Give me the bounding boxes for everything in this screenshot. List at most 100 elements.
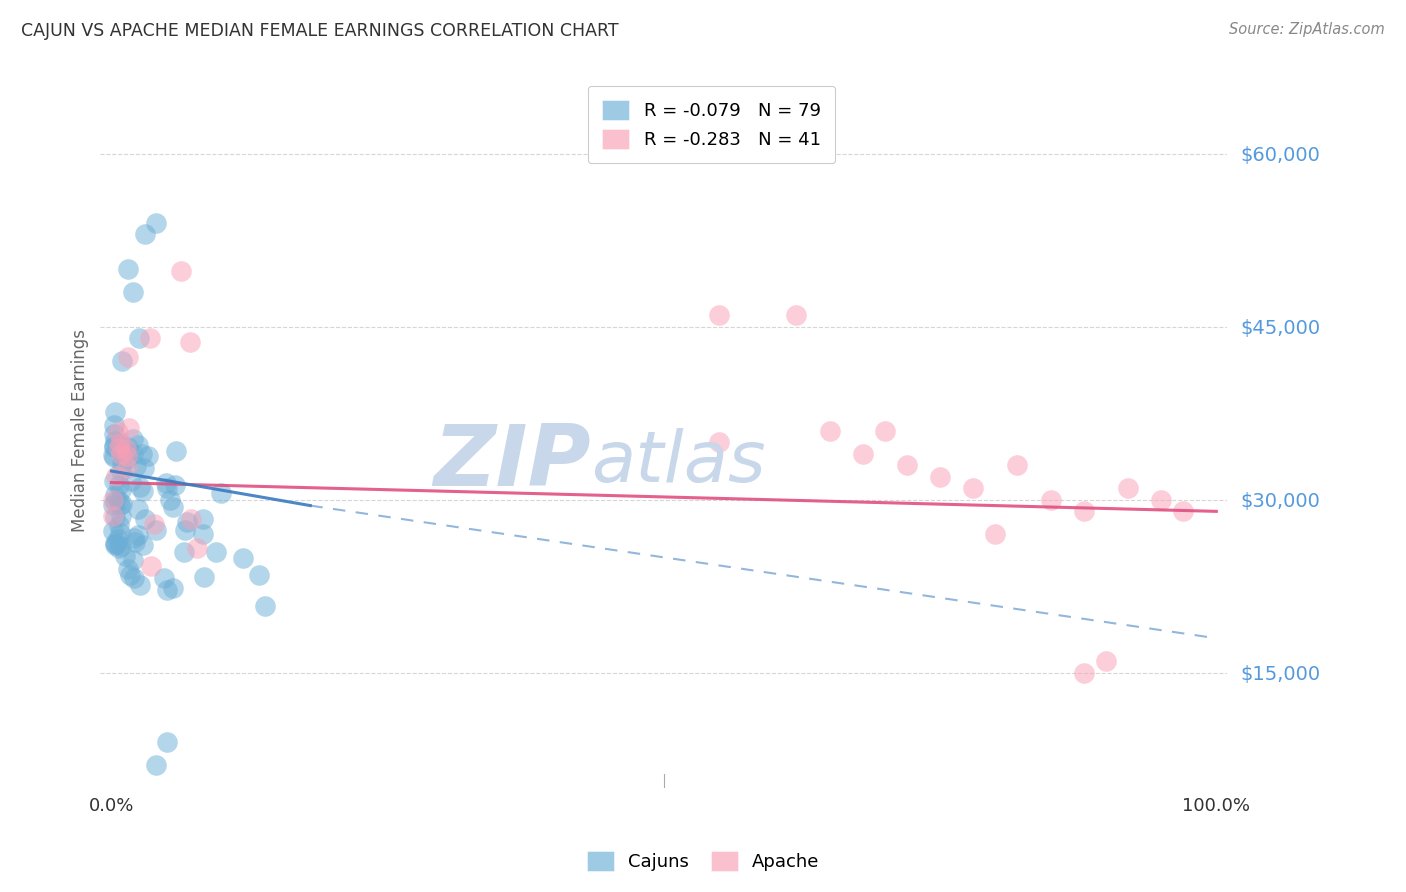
Point bbox=[107, 477, 129, 491]
Point bbox=[107, 541, 129, 556]
Point bbox=[122, 447, 145, 461]
Point bbox=[173, 545, 195, 559]
Point bbox=[156, 582, 179, 597]
Point bbox=[104, 536, 127, 550]
Point bbox=[104, 405, 127, 419]
Point bbox=[193, 569, 215, 583]
Point bbox=[101, 448, 124, 462]
Point bbox=[120, 567, 142, 582]
Point bbox=[122, 285, 145, 300]
Point bbox=[115, 461, 138, 475]
Point bbox=[873, 424, 896, 438]
Point bbox=[707, 435, 730, 450]
Point bbox=[104, 434, 127, 448]
Point bbox=[165, 443, 187, 458]
Point bbox=[110, 508, 132, 523]
Point bbox=[131, 447, 153, 461]
Point bbox=[127, 501, 149, 516]
Point bbox=[124, 534, 146, 549]
Point bbox=[107, 518, 129, 533]
Point bbox=[174, 523, 197, 537]
Point bbox=[193, 527, 215, 541]
Point bbox=[122, 571, 145, 585]
Point bbox=[1073, 665, 1095, 680]
Legend: Cajuns, Apache: Cajuns, Apache bbox=[579, 844, 827, 879]
Point bbox=[232, 551, 254, 566]
Point bbox=[104, 494, 127, 508]
Point bbox=[128, 331, 150, 345]
Point bbox=[122, 432, 145, 446]
Point bbox=[156, 735, 179, 749]
Point bbox=[117, 451, 139, 466]
Point bbox=[103, 440, 125, 454]
Point bbox=[129, 480, 152, 494]
Text: atlas: atlas bbox=[591, 428, 765, 497]
Point bbox=[139, 331, 162, 345]
Point bbox=[142, 517, 165, 532]
Point bbox=[1007, 458, 1029, 473]
Point bbox=[134, 227, 156, 242]
Y-axis label: Median Female Earnings: Median Female Earnings bbox=[72, 329, 89, 533]
Point bbox=[114, 549, 136, 563]
Point bbox=[132, 483, 155, 498]
Point bbox=[117, 562, 139, 576]
Point bbox=[134, 512, 156, 526]
Point bbox=[103, 524, 125, 539]
Point bbox=[205, 545, 228, 559]
Point bbox=[110, 483, 132, 498]
Point bbox=[110, 539, 132, 553]
Point bbox=[117, 449, 139, 463]
Point bbox=[101, 508, 124, 523]
Point bbox=[108, 441, 131, 455]
Legend: R = -0.079   N = 79, R = -0.283   N = 41: R = -0.079 N = 79, R = -0.283 N = 41 bbox=[588, 86, 835, 163]
Point bbox=[1150, 492, 1173, 507]
Point bbox=[139, 559, 162, 574]
Point bbox=[169, 263, 191, 277]
Point bbox=[122, 553, 145, 567]
Point bbox=[984, 527, 1007, 541]
Point bbox=[103, 492, 125, 507]
Point bbox=[896, 458, 918, 473]
Point bbox=[129, 578, 152, 592]
Point bbox=[111, 456, 134, 470]
Point bbox=[110, 447, 132, 461]
Point bbox=[127, 528, 149, 542]
Point bbox=[132, 461, 155, 475]
Point bbox=[163, 477, 186, 491]
Point bbox=[110, 526, 132, 541]
Point bbox=[155, 475, 177, 490]
Point bbox=[191, 512, 214, 526]
Point bbox=[1073, 504, 1095, 518]
Point bbox=[209, 486, 232, 500]
Point bbox=[962, 481, 984, 495]
Point bbox=[1095, 654, 1118, 668]
Point bbox=[122, 531, 145, 545]
Point bbox=[104, 488, 127, 502]
Point bbox=[103, 538, 125, 552]
Point bbox=[104, 469, 127, 483]
Point bbox=[179, 334, 201, 349]
Point bbox=[131, 537, 153, 551]
Point bbox=[120, 474, 142, 488]
Point bbox=[108, 499, 131, 513]
Point bbox=[103, 418, 125, 433]
Point bbox=[117, 262, 139, 277]
Text: Source: ZipAtlas.com: Source: ZipAtlas.com bbox=[1229, 22, 1385, 37]
Point bbox=[110, 464, 132, 478]
Point bbox=[110, 436, 132, 450]
Point bbox=[101, 498, 124, 512]
Text: CAJUN VS APACHE MEDIAN FEMALE EARNINGS CORRELATION CHART: CAJUN VS APACHE MEDIAN FEMALE EARNINGS C… bbox=[21, 22, 619, 40]
Point bbox=[145, 523, 167, 537]
Point bbox=[111, 354, 134, 368]
Point bbox=[186, 541, 208, 556]
Point bbox=[111, 497, 134, 511]
Point bbox=[105, 537, 128, 551]
Point bbox=[176, 516, 198, 530]
Point bbox=[1039, 492, 1062, 507]
Point bbox=[852, 447, 875, 461]
Point bbox=[114, 442, 136, 457]
Point bbox=[103, 426, 125, 441]
Point bbox=[162, 500, 184, 514]
Point bbox=[785, 308, 807, 322]
Point bbox=[107, 425, 129, 439]
